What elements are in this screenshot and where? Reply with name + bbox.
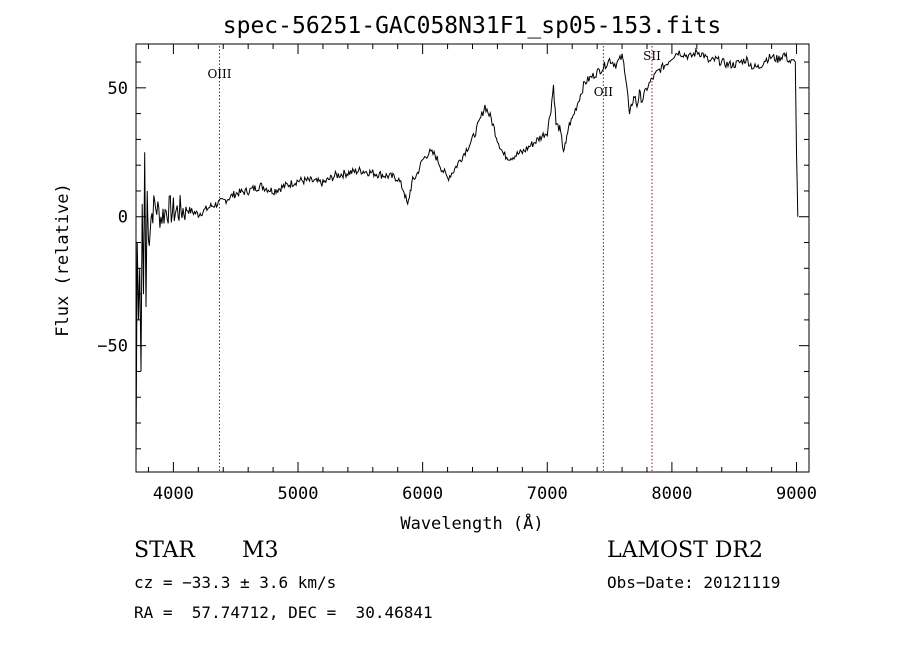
obs-date: Obs−Date: 20121119 — [607, 573, 781, 592]
ra-dec: RA = 57.74712, DEC = 30.46841 — [134, 603, 433, 622]
plot-frame — [135, 43, 810, 473]
x-tick-label: 5000 — [278, 484, 319, 504]
annotation-label: SII — [643, 49, 661, 63]
x-axis-label: Wavelength (Å) — [400, 512, 543, 534]
annotation-label: OII — [594, 85, 614, 99]
y-axis-label: Flux (relative) — [53, 183, 73, 337]
x-tick-label: 4000 — [153, 484, 194, 504]
chart-title: spec-56251-GAC058N31F1_sp05-153.fits — [223, 13, 722, 39]
object-class: STAR — [134, 538, 195, 563]
line-annotations: OIII OII SII — [207, 46, 661, 472]
survey-name: LAMOST DR2 — [607, 538, 763, 563]
spectrum-line — [135, 47, 799, 462]
x-axis: 4000 5000 6000 7000 8000 9000 — [147, 44, 817, 504]
y-tick-label: 50 — [108, 79, 128, 99]
y-tick-label: 0 — [118, 208, 128, 228]
x-tick-label: 8000 — [651, 484, 692, 504]
x-tick-label: 7000 — [527, 484, 568, 504]
y-axis: 50 0 −50 — [97, 61, 809, 450]
x-tick-label: 6000 — [402, 484, 443, 504]
redshift-cz: cz = −33.3 ± 3.6 km/s — [134, 573, 337, 592]
y-tick-label: −50 — [97, 337, 128, 357]
x-tick-label: 9000 — [776, 484, 817, 504]
annotation-label: OIII — [207, 67, 231, 81]
object-subclass: M3 — [242, 538, 279, 563]
